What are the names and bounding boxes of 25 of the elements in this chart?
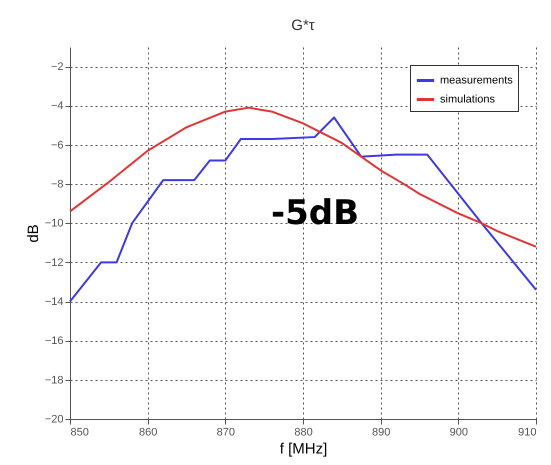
x-tick-label: 850 — [70, 426, 89, 438]
x-tick-label: 870 — [216, 426, 236, 438]
y-tick-label: −14 — [44, 296, 64, 308]
y-tick-label: −2 — [50, 61, 64, 74]
line-series — [69, 116, 537, 303]
chart-title: G*τ — [291, 17, 315, 34]
x-axis-title: f [MHz] — [280, 440, 328, 458]
line-series — [69, 106, 537, 248]
annotation: -5dB — [270, 193, 360, 233]
y-tick-label: −16 — [44, 335, 64, 348]
y-tick-label: −12 — [44, 256, 64, 269]
y-tick-label: −8 — [50, 178, 64, 191]
y-tick-label: −10 — [44, 218, 64, 230]
x-tick-label: 910 — [518, 426, 536, 438]
y-tick-label: −18 — [44, 374, 64, 386]
y-tick-label: −4 — [50, 100, 64, 112]
y-axis-title: dB — [24, 224, 42, 243]
legend-label: simulations — [440, 94, 496, 106]
x-tick-label: 900 — [450, 426, 468, 438]
y-tick-label: −20 — [44, 414, 64, 426]
legend-label: measurements — [440, 74, 514, 86]
x-tick-label: 890 — [372, 426, 390, 438]
x-tick-label: 880 — [294, 426, 313, 438]
x-tick-label: 860 — [138, 426, 158, 438]
y-tick-label: −6 — [50, 139, 64, 152]
